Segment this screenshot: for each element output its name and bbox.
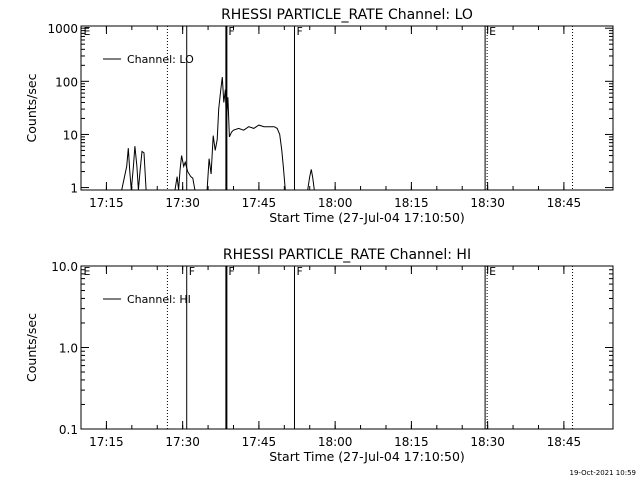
event-marker-label: E bbox=[489, 265, 496, 278]
x-tick-label: 18:30 bbox=[470, 196, 505, 210]
y-tick-label: 10 bbox=[63, 128, 78, 142]
panel-lo: RHESSI PARTICLE_RATE Channel: LO Counts/s… bbox=[24, 7, 614, 225]
y-tick-label: 1.0 bbox=[59, 342, 78, 356]
x-tick-label: 18:15 bbox=[394, 435, 429, 449]
y-tick-label: 0.1 bbox=[59, 423, 78, 437]
event-marker-label: F bbox=[228, 265, 234, 278]
x-tick-label: 17:45 bbox=[242, 435, 277, 449]
x-tick-label: 17:30 bbox=[165, 435, 200, 449]
y-axis-label: Counts/sec bbox=[24, 73, 39, 142]
plot-frame bbox=[80, 265, 614, 430]
chart-title: RHESSI PARTICLE_RATE Channel: HI bbox=[223, 247, 471, 263]
panel-hi: RHESSI PARTICLE_RATE Channel: HI Counts/s… bbox=[24, 247, 614, 464]
x-tick-label: 18:30 bbox=[470, 435, 505, 449]
plot-frame bbox=[80, 25, 614, 191]
x-axis-label: Start Time (27-Jul-04 17:10:50) bbox=[269, 449, 465, 464]
series-line bbox=[121, 77, 315, 191]
y-tick-label: 1000 bbox=[47, 22, 78, 36]
x-tick-label: 18:00 bbox=[318, 196, 353, 210]
y-tick-label: 10.0 bbox=[51, 260, 78, 274]
event-marker-label: E bbox=[84, 265, 91, 278]
chart-title: RHESSI PARTICLE_RATE Channel: LO bbox=[221, 7, 473, 23]
x-tick-label: 18:15 bbox=[394, 196, 429, 210]
x-axis-label: Start Time (27-Jul-04 17:10:50) bbox=[269, 210, 465, 225]
x-tick-label: 17:30 bbox=[165, 196, 200, 210]
x-tick-label: 18:00 bbox=[318, 435, 353, 449]
event-marker-label: E bbox=[84, 25, 91, 38]
legend-label: Channel: LO bbox=[127, 53, 194, 66]
x-tick-label: 17:15 bbox=[89, 435, 124, 449]
event-marker-label: F bbox=[228, 25, 234, 38]
event-marker-label: F bbox=[189, 265, 195, 278]
event-marker-label: F bbox=[296, 265, 302, 278]
event-marker-label: E bbox=[489, 25, 496, 38]
x-tick-label: 17:45 bbox=[242, 196, 277, 210]
y-axis-label: Counts/sec bbox=[24, 313, 39, 382]
legend-label: Channel: HI bbox=[127, 293, 191, 306]
x-tick-label: 18:45 bbox=[547, 196, 582, 210]
y-tick-label: 100 bbox=[55, 75, 78, 89]
x-tick-label: 17:15 bbox=[89, 196, 124, 210]
x-tick-label: 18:45 bbox=[547, 435, 582, 449]
footer-timestamp: 19-Oct-2021 10:59 bbox=[570, 469, 636, 477]
y-tick-label: 1 bbox=[70, 182, 78, 196]
event-marker-label: F bbox=[296, 25, 302, 38]
